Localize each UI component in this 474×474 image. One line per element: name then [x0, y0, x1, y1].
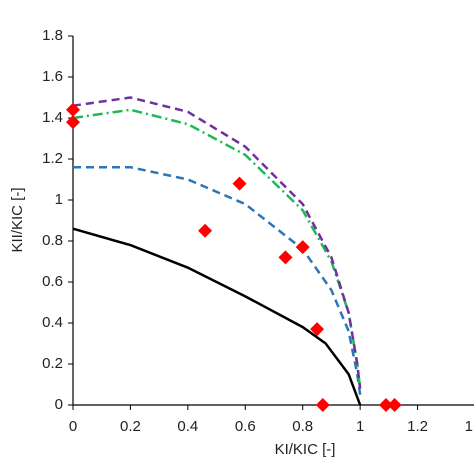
y-tick-label: 0.4 [42, 314, 63, 331]
data-point [387, 398, 402, 412]
data-point [295, 240, 310, 255]
x-tick-label: 0.6 [235, 418, 256, 435]
data-point [66, 115, 80, 130]
data-point [66, 102, 80, 117]
series-line [72, 227, 362, 406]
series-line [72, 108, 362, 389]
y-tick-label: 1.2 [42, 150, 63, 167]
x-tick-label: 1.4 [465, 418, 474, 435]
y-tick-label: 1.6 [42, 68, 63, 85]
x-tick-label: 1.2 [407, 418, 428, 435]
y-tick-label: 0 [55, 396, 63, 413]
y-tick-label: 1 [55, 191, 63, 208]
x-tick-label: 1 [356, 418, 364, 435]
y-axis-label: KII/KIC [-] [9, 187, 26, 252]
y-tick-label: 0.6 [42, 273, 63, 290]
x-tick-label: 0.2 [120, 418, 141, 435]
y-tick-label: 0.2 [42, 355, 63, 372]
y-tick-label: 1.8 [42, 27, 63, 44]
x-tick-label: 0.8 [292, 418, 313, 435]
data-point [232, 176, 247, 191]
data-point [315, 398, 330, 412]
data-point [310, 322, 325, 337]
y-tick-label: 1.4 [42, 109, 63, 126]
data-point [278, 250, 293, 265]
x-axis-label: KI/KIC [-] [275, 441, 336, 458]
y-tick-label: 0.8 [42, 232, 63, 249]
data-point [198, 223, 213, 238]
x-tick-label: 0 [69, 418, 77, 435]
x-tick-label: 0.4 [177, 418, 198, 435]
series-line [72, 96, 362, 389]
data-point [378, 398, 393, 412]
